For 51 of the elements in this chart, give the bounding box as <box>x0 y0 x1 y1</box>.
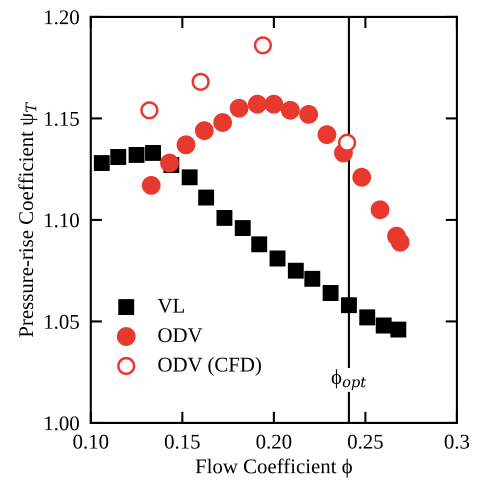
y-tick-label: 1.15 <box>45 112 79 126</box>
y-tick-label: 1.10 <box>45 213 79 228</box>
point <box>110 149 126 165</box>
point <box>234 220 251 236</box>
legend-label: VL <box>158 298 184 313</box>
point <box>176 135 196 154</box>
point <box>251 236 268 252</box>
x-tick-label: 0.10 <box>73 434 108 449</box>
point <box>192 72 210 91</box>
x-tick-label: 0.3 <box>444 434 470 449</box>
point <box>376 318 392 334</box>
point <box>140 101 158 120</box>
point <box>194 121 214 140</box>
point <box>304 270 320 287</box>
point <box>142 176 161 195</box>
x-tick-label: 0.25 <box>348 434 383 449</box>
point <box>270 250 286 266</box>
point <box>322 285 339 301</box>
point <box>145 144 161 161</box>
point <box>230 98 248 118</box>
ref-line-label: ϕ$_{opt}$ <box>332 369 366 390</box>
point <box>160 154 179 172</box>
legend-label: ODV <box>158 328 202 342</box>
point <box>318 125 336 144</box>
point <box>254 36 272 54</box>
y-tick-label: 1.05 <box>45 314 79 329</box>
point <box>216 210 232 226</box>
y-tick-label: 1.00 <box>45 416 79 430</box>
y-tick-label: 1.20 <box>45 10 79 24</box>
point <box>94 155 110 172</box>
point <box>370 200 390 220</box>
point <box>352 168 372 187</box>
point <box>338 134 356 152</box>
x-axis-title: Flow Coefficient ϕ <box>196 458 352 478</box>
x-tick-label: 0.20 <box>256 434 292 449</box>
point <box>213 113 232 132</box>
point <box>359 309 376 326</box>
point <box>182 169 198 186</box>
point <box>390 232 410 252</box>
point <box>128 146 145 163</box>
point <box>198 190 214 206</box>
legend-label: ODV (CFD) <box>158 356 261 376</box>
point <box>288 262 304 279</box>
point <box>280 100 300 120</box>
y-axis-title: Pressure-rise Coefficient ψ$_{T}$ <box>18 102 38 338</box>
point <box>248 94 267 114</box>
point <box>390 322 406 338</box>
point <box>299 104 318 124</box>
point <box>264 94 284 114</box>
point <box>340 297 357 314</box>
x-tick-label: 0.15 <box>164 434 200 449</box>
